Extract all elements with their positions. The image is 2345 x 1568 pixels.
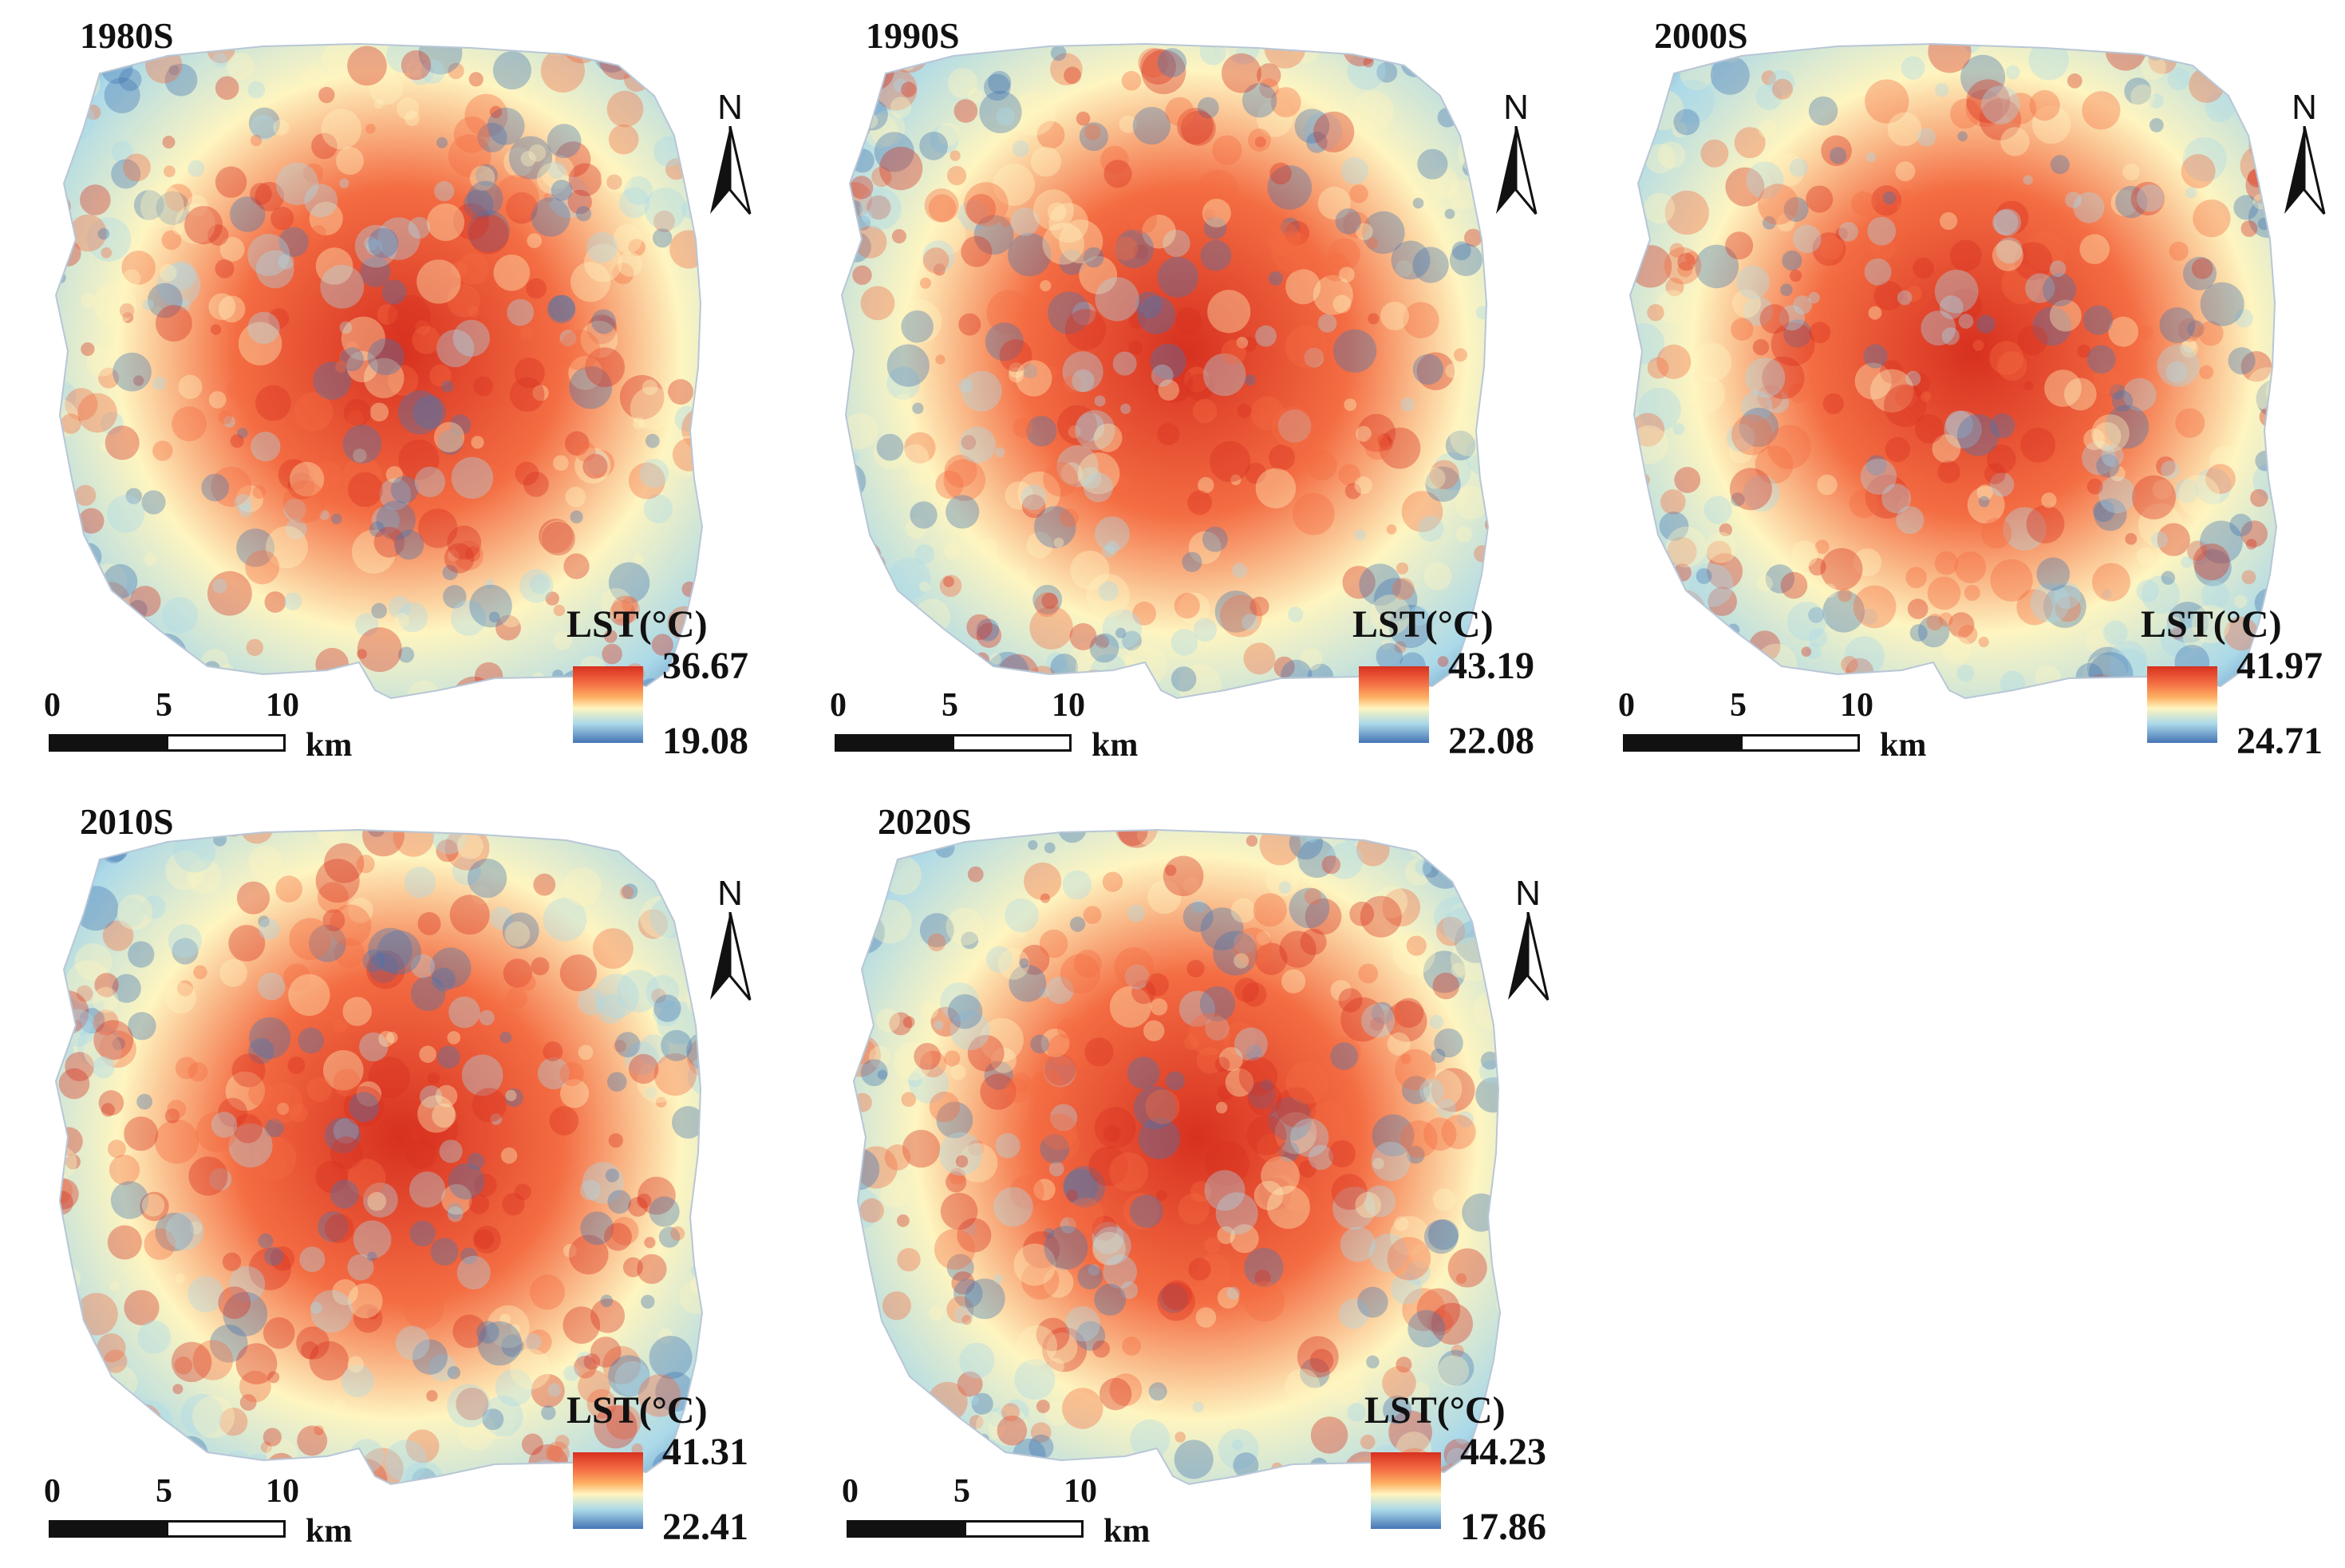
map-panel: 1990S N LST(°C) 43.19 22.08 0 5 10 km [810,0,1592,782]
map-panel: 1980S N LST(°C) 36.67 19.08 0 5 10 km [24,0,806,782]
north-arrow-icon [710,912,752,1001]
legend-title: LST(°C) [1352,603,1494,646]
map-panel: 2000S N LST(°C) 41.97 24.71 0 5 10 km [1598,0,2345,782]
legend-color-ramp [573,666,643,743]
lst-surface [56,830,702,1484]
scale-tick: 5 [953,1473,970,1510]
legend-max-value: 41.31 [662,1431,748,1473]
legend: LST(°C) 44.23 17.86 [1364,1388,1572,1548]
scale-segment-light [952,734,1072,752]
scale-tick: 5 [942,687,958,724]
north-arrow-icon [1496,126,1538,215]
period-label: 2000S [1654,15,1748,56]
north-label: N [1503,88,1529,127]
scale-segment-dark [49,1520,168,1538]
scale-unit: km [306,1513,353,1550]
scale-tick: 10 [266,1473,299,1510]
scale-bar: 0 5 10 km [44,686,379,774]
scale-tick: 10 [266,687,299,724]
scale-tick: 0 [44,1473,61,1510]
scale-segment-dark [835,734,954,752]
legend-title: LST(°C) [1364,1389,1506,1432]
lst-surface [56,44,702,698]
legend-max-value: 44.23 [1460,1431,1546,1473]
scale-segment-light [166,734,286,752]
scale-bar: 0 5 10 km [830,686,1165,774]
legend-color-ramp [1359,666,1429,743]
lst-surface [1630,44,2276,698]
scale-segment-light [166,1520,286,1538]
north-label: N [717,874,743,913]
map-panel: 2020S N LST(°C) 44.23 17.86 0 5 10 km [822,786,1604,1568]
period-label: 1980S [80,15,174,56]
legend-color-ramp [2147,666,2217,743]
scale-tick: 0 [842,1473,859,1510]
scale-segment-dark [49,734,168,752]
north-label: N [717,88,743,127]
north-arrow-icon [710,126,752,215]
map-panel: 2010S N LST(°C) 41.31 22.41 0 5 10 km [24,786,806,1568]
scale-tick: 0 [1618,687,1635,724]
north-arrow-icon [2284,126,2326,215]
lst-map [54,42,704,700]
lst-surface [842,44,1488,698]
legend-color-ramp [1371,1452,1441,1529]
scale-tick: 5 [1730,687,1747,724]
legend-color-ramp [573,1452,643,1529]
scale-segment-light [964,1520,1084,1538]
period-label: 2010S [80,801,174,842]
legend-min-value: 24.71 [2236,720,2323,762]
legend-min-value: 22.41 [662,1506,748,1548]
north-arrow: N [1496,874,1560,1009]
legend-max-value: 43.19 [1448,645,1534,687]
scale-unit: km [1880,727,1927,764]
scale-unit: km [1103,1513,1151,1550]
scale-tick: 0 [830,687,847,724]
scale-bar: 0 5 10 km [44,1472,379,1560]
scale-tick: 0 [44,687,61,724]
north-arrow: N [698,874,762,1009]
lst-surface [854,830,1500,1484]
legend-title: LST(°C) [567,603,708,646]
scale-bar: 0 5 10 km [1618,686,1953,774]
lst-map [54,828,704,1486]
north-arrow: N [1484,88,1548,223]
scale-bar: 0 5 10 km [842,1472,1177,1560]
legend-min-value: 19.08 [662,720,748,762]
legend: LST(°C) 36.67 19.08 [567,602,774,762]
north-label: N [2292,88,2317,127]
legend-title: LST(°C) [2141,603,2282,646]
north-arrow: N [2272,88,2336,223]
legend: LST(°C) 41.31 22.41 [567,1388,774,1548]
legend-title: LST(°C) [567,1389,708,1432]
scale-tick: 10 [1052,687,1085,724]
scale-segment-light [1740,734,1860,752]
legend-max-value: 36.67 [662,645,748,687]
scale-segment-dark [847,1520,966,1538]
scale-tick: 5 [156,687,172,724]
legend-min-value: 22.08 [1448,720,1534,762]
north-label: N [1515,874,1541,913]
period-label: 1990S [866,15,960,56]
lst-map [840,42,1490,700]
scale-unit: km [1092,727,1139,764]
legend-min-value: 17.86 [1460,1506,1546,1548]
north-arrow-icon [1508,912,1550,1001]
scale-tick: 10 [1064,1473,1097,1510]
legend-max-value: 41.97 [2236,645,2323,687]
scale-unit: km [306,727,353,764]
scale-tick: 10 [1840,687,1873,724]
legend: LST(°C) 41.97 24.71 [2141,602,2345,762]
period-label: 2020S [878,801,972,842]
scale-tick: 5 [156,1473,172,1510]
scale-segment-dark [1623,734,1743,752]
legend: LST(°C) 43.19 22.08 [1352,602,1560,762]
north-arrow: N [698,88,762,223]
